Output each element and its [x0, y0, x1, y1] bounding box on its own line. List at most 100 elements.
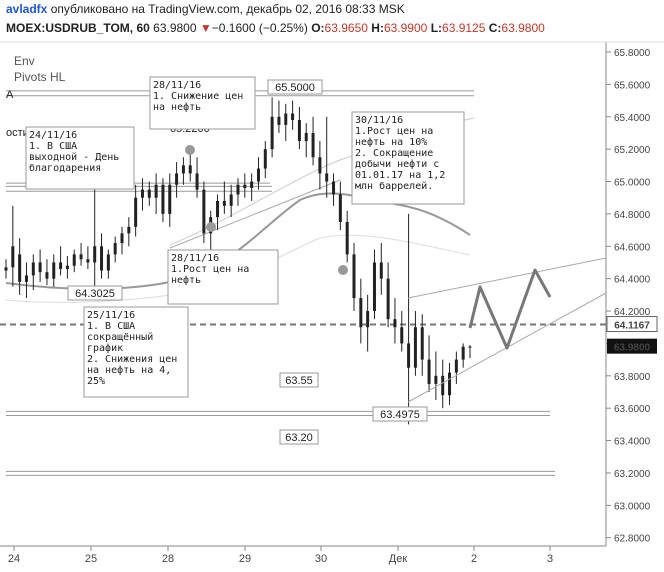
candle	[420, 314, 424, 376]
candle-body	[147, 189, 151, 198]
candle-body	[229, 194, 233, 206]
candle-body	[332, 181, 336, 195]
symbol-name[interactable]: MOEX:USDRUB_TOM, 60	[6, 21, 150, 35]
y-tick-label: 63.0000	[614, 501, 651, 512]
candle	[113, 236, 117, 263]
indicator-pivots[interactable]: Pivots HL	[14, 70, 66, 84]
candle-body	[72, 254, 76, 266]
change-arrow-icon: ▼	[199, 21, 212, 35]
indicator-env[interactable]: Env	[14, 54, 35, 68]
annotation-line: 1. В США	[87, 321, 135, 332]
x-tick-label: 29	[239, 553, 251, 565]
candle-body	[284, 113, 288, 125]
annotation-line: 28/11/16	[153, 80, 201, 91]
candle	[434, 351, 438, 401]
published-text: опубликовано на TradingView.com, декабрь…	[50, 2, 405, 16]
price-change: −0.1600 (−0.25%)	[211, 21, 308, 35]
candle-body	[304, 132, 308, 142]
candle	[168, 173, 172, 227]
candle	[4, 259, 8, 279]
annotation-line: выходной - День	[29, 151, 119, 163]
trend-line-upper	[169, 179, 341, 249]
annotation-line: 2. Снижения цен	[87, 354, 177, 365]
candle	[134, 184, 138, 237]
candle	[93, 189, 97, 299]
candle-body	[59, 262, 63, 269]
pivot-marker	[185, 145, 195, 155]
candle-body	[372, 262, 376, 312]
annotation-line: график	[87, 342, 123, 354]
x-tick-label: 3	[547, 553, 553, 565]
candle	[413, 311, 417, 376]
candle-body	[420, 327, 424, 360]
annotation-line: 2. Сокращение	[355, 148, 433, 159]
open-value: 63.9650	[324, 21, 368, 35]
last-price: 63.9800	[153, 21, 197, 35]
candle-body	[250, 181, 254, 188]
candle-body	[175, 173, 179, 185]
candle	[454, 351, 458, 384]
candle	[181, 157, 185, 185]
candle-body	[79, 254, 83, 260]
y-tick-label: 63.6000	[614, 404, 651, 415]
annotation-line: 1. В США	[29, 141, 77, 152]
y-tick-label: 65.0000	[614, 178, 651, 189]
candle	[304, 123, 308, 158]
candle	[229, 184, 233, 218]
candle-body	[161, 184, 165, 214]
candle	[386, 262, 390, 328]
candle-body	[338, 194, 342, 222]
last-price-badge	[607, 338, 657, 354]
partial-label: ости	[6, 127, 29, 139]
x-tick-label: Дек	[389, 553, 408, 565]
high-value: 63.9900	[383, 21, 428, 35]
candle	[100, 233, 104, 279]
candle-body	[434, 375, 438, 384]
partial-label: A	[6, 89, 14, 101]
annotation-line: 1.Рост цен на	[355, 126, 433, 137]
annotation-line: на нефть	[153, 101, 201, 113]
x-tick-label: 30	[315, 553, 327, 565]
annotation-line: 1. Снижение цен	[153, 91, 243, 102]
open-label: O:	[311, 21, 325, 35]
candle-body	[134, 197, 138, 227]
level-label-box	[67, 285, 123, 301]
level-label: 65.5000	[275, 82, 315, 94]
y-tick-label: 63.4000	[614, 437, 651, 448]
projection-zigzag	[468, 268, 552, 350]
candle	[448, 362, 452, 405]
candle	[461, 343, 465, 368]
y-tick-label: 64.4000	[614, 275, 651, 286]
candle	[441, 359, 445, 409]
y-tick-label: 64.8000	[614, 210, 651, 221]
y-tick-label: 65.6000	[614, 80, 651, 91]
candle	[65, 255, 69, 279]
level-label-box	[267, 79, 323, 95]
candle-body	[4, 267, 8, 271]
annotation-line: 28/11/16	[171, 253, 219, 264]
candle	[256, 157, 260, 190]
candle	[140, 178, 144, 211]
author-name[interactable]: avladfx	[6, 2, 48, 16]
low-value: 63.9125	[442, 21, 486, 35]
candle-body	[461, 346, 465, 360]
candle	[72, 249, 76, 273]
level-label: 64.3025	[75, 288, 115, 300]
candle-body	[93, 246, 97, 263]
candle-body	[256, 168, 260, 182]
candle-body	[441, 375, 445, 396]
candle-body	[413, 327, 417, 368]
candle	[202, 181, 206, 244]
candle-body	[243, 184, 247, 188]
candle	[52, 254, 56, 287]
y-tick-label: 65.8000	[614, 48, 651, 59]
candle	[45, 259, 49, 286]
wedge-upper-line	[407, 257, 607, 299]
candle-body	[18, 254, 22, 282]
annotation-line: млн баррелей.	[355, 180, 433, 192]
candle	[427, 335, 431, 392]
candle-body	[407, 343, 411, 368]
